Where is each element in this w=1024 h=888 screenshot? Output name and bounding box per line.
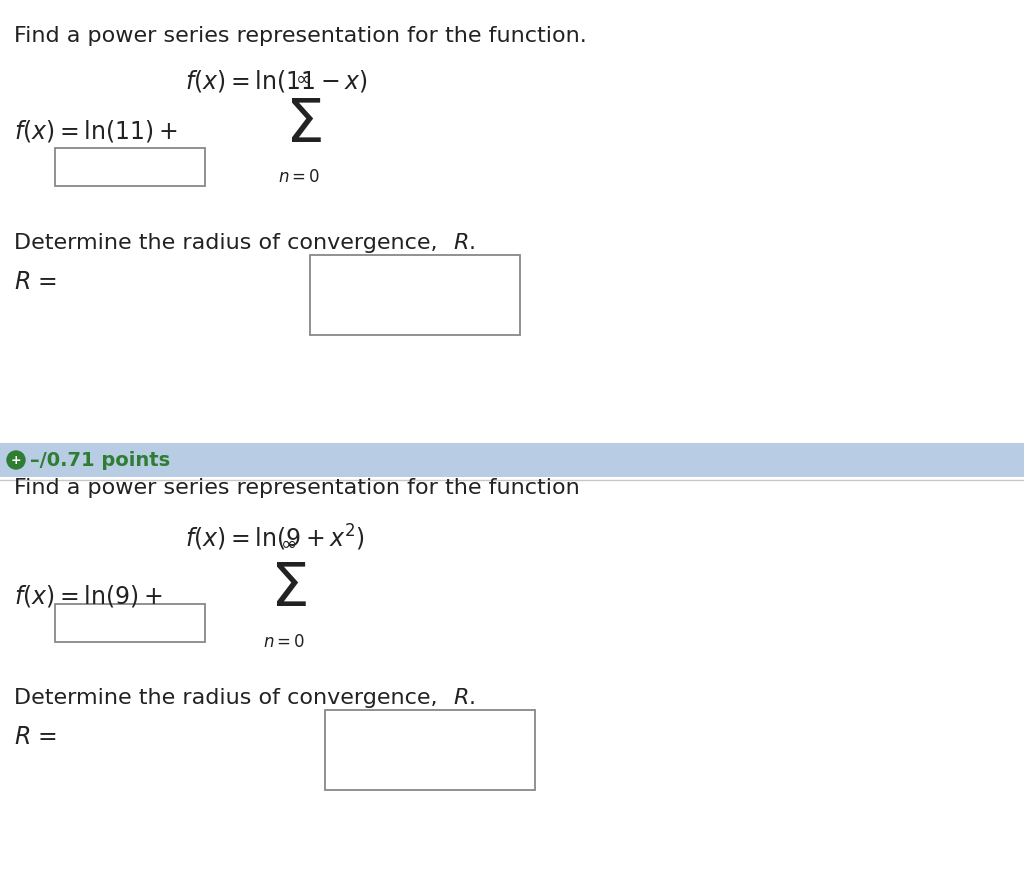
Text: Find a power series representation for the function.: Find a power series representation for t… bbox=[14, 26, 587, 46]
FancyBboxPatch shape bbox=[0, 443, 1024, 477]
Text: Determine the radius of convergence,: Determine the radius of convergence, bbox=[14, 233, 444, 253]
Text: $\mathit{R}$ =: $\mathit{R}$ = bbox=[14, 270, 57, 294]
Text: $n = 0$: $n = 0$ bbox=[263, 633, 305, 651]
Text: $\infty$: $\infty$ bbox=[295, 69, 311, 88]
FancyBboxPatch shape bbox=[55, 604, 205, 642]
Text: Find a power series representation for the function: Find a power series representation for t… bbox=[14, 478, 580, 498]
Text: $n = 0$: $n = 0$ bbox=[278, 168, 321, 186]
Text: $\mathit{f(x) = \ln(9) + }$: $\mathit{f(x) = \ln(9) + }$ bbox=[14, 583, 163, 609]
FancyBboxPatch shape bbox=[310, 255, 520, 335]
Text: $\mathit{R}$ =: $\mathit{R}$ = bbox=[14, 725, 57, 749]
Text: –/0.71 points: –/0.71 points bbox=[30, 450, 170, 470]
Circle shape bbox=[7, 451, 25, 469]
Text: $\mathit{f(x) = \ln(9 + x^2)}$: $\mathit{f(x) = \ln(9 + x^2)}$ bbox=[185, 523, 365, 553]
Text: $\mathit{f(x) = \ln(11) + }$: $\mathit{f(x) = \ln(11) + }$ bbox=[14, 118, 177, 144]
FancyBboxPatch shape bbox=[325, 710, 535, 790]
Text: $\Sigma$: $\Sigma$ bbox=[285, 96, 322, 155]
Text: $\mathit{R.}$: $\mathit{R.}$ bbox=[453, 233, 475, 253]
Text: $\mathit{f(x) = \ln(11 - x)}$: $\mathit{f(x) = \ln(11 - x)}$ bbox=[185, 68, 368, 94]
Text: Determine the radius of convergence,: Determine the radius of convergence, bbox=[14, 688, 444, 708]
Text: $\infty$: $\infty$ bbox=[280, 534, 296, 553]
Text: $\Sigma$: $\Sigma$ bbox=[270, 560, 307, 620]
Text: +: + bbox=[10, 454, 22, 466]
FancyBboxPatch shape bbox=[55, 148, 205, 186]
Text: $\mathit{R.}$: $\mathit{R.}$ bbox=[453, 688, 475, 708]
